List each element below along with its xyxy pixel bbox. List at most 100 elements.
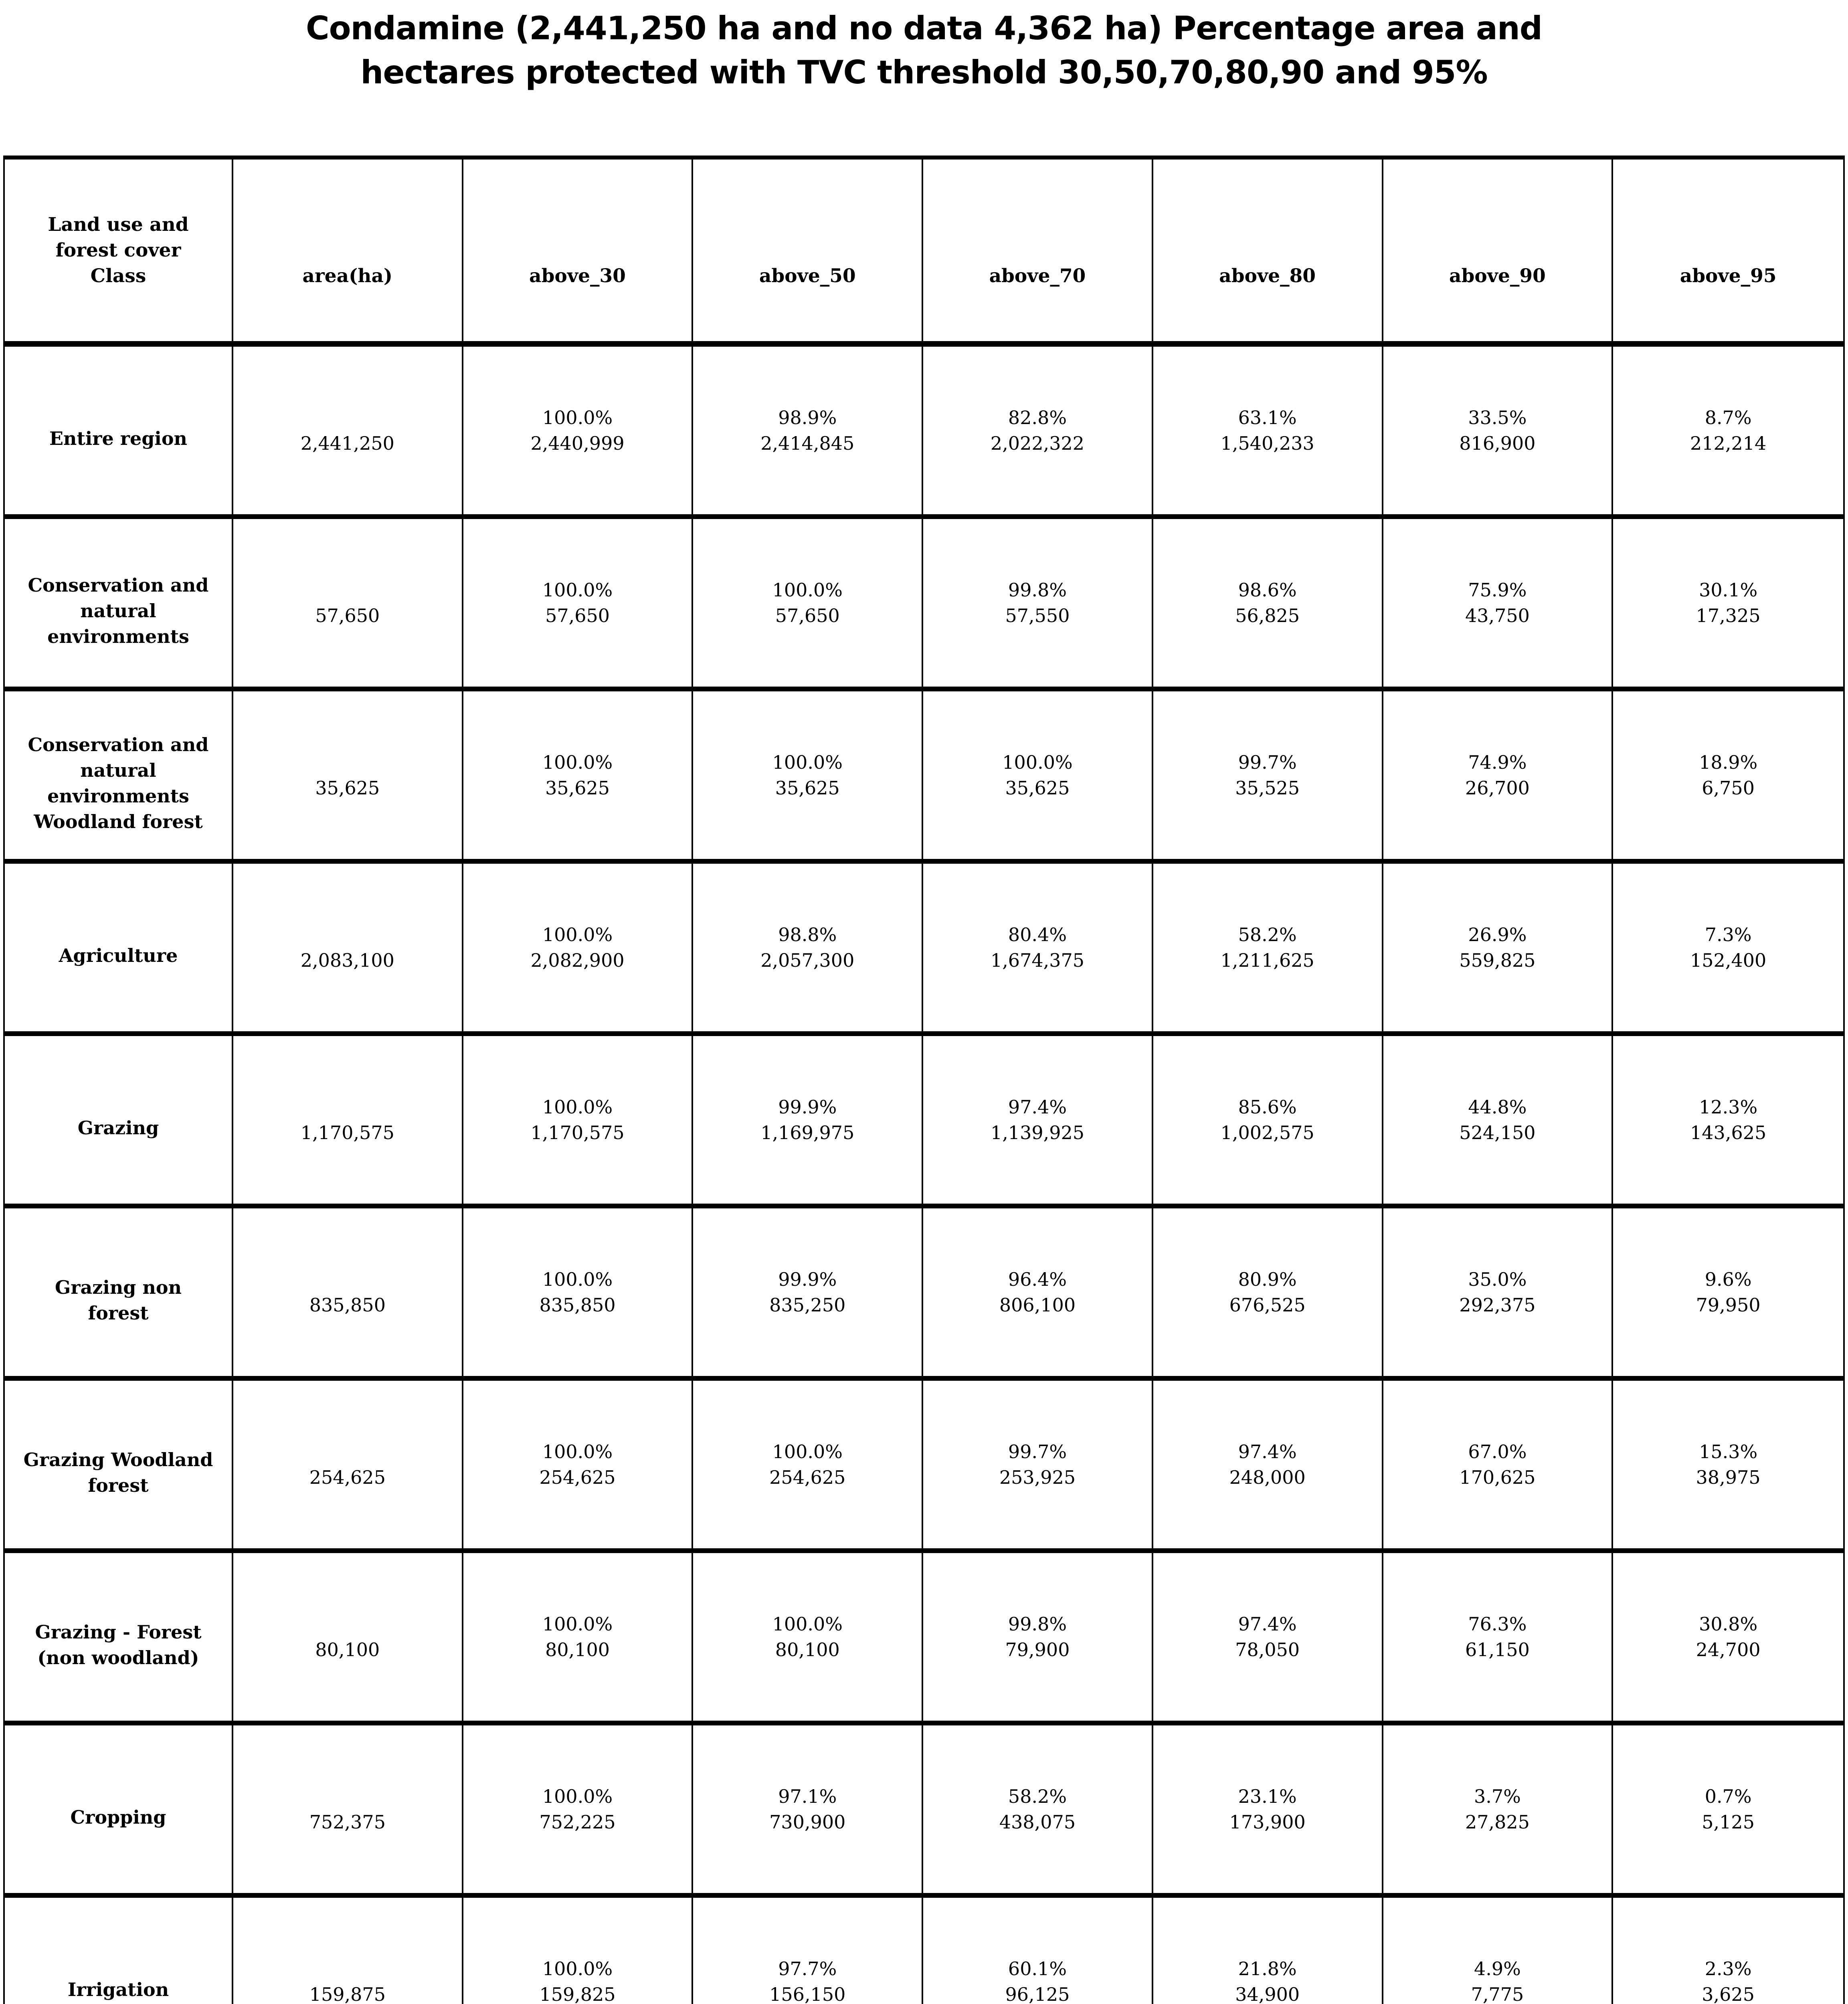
percent-value: 9.6%: [1704, 1269, 1752, 1290]
hectares-value: 835,250: [769, 1294, 846, 1316]
row-label: Grazing Woodland forest: [23, 1449, 213, 1496]
value-cell: 100.0% 35,625: [923, 691, 1153, 859]
percent-value: 30.1%: [1699, 579, 1758, 601]
page-title: Condamine (2,441,250 ha and no data 4,36…: [0, 6, 1848, 95]
hectares-value: 5,125: [1702, 1811, 1755, 1833]
hectares-value: 6,750: [1702, 777, 1755, 799]
value-cell: 97.4% 78,050: [1153, 1553, 1383, 1721]
area-cell: 2,441,250: [233, 347, 463, 514]
percent-value: 100.0%: [1002, 752, 1073, 773]
area-cell: 57,650: [233, 519, 463, 687]
spacer: [344, 238, 351, 263]
hectares-value: 1,540,233: [1220, 432, 1314, 454]
hectares-value: 1,169,975: [760, 1122, 855, 1143]
table-row: Entire region 2,441,250 100.0% 2,440,999 98…: [5, 347, 1843, 519]
percent-value: 100.0%: [772, 1613, 843, 1635]
area-cell: 35,625: [233, 691, 463, 859]
value-cell: 100.0% 57,650: [693, 519, 924, 687]
hectares-value: 2,022,322: [990, 432, 1085, 454]
row-label-cell: Grazing Woodland forest: [5, 1381, 233, 1548]
value-cell: 99.8% 79,900: [923, 1553, 1153, 1721]
percent-value: 98.8%: [778, 924, 837, 945]
area-value: 1,170,575: [300, 1122, 394, 1143]
column-header-label: above_90: [1449, 265, 1546, 287]
hectares-value: 79,950: [1696, 1294, 1761, 1316]
value-cell: 97.7% 156,150: [693, 1898, 924, 2004]
hectares-value: 27,825: [1465, 1811, 1530, 1833]
area-value: 752,375: [309, 1811, 386, 1833]
value-cell: 99.8% 57,550: [923, 519, 1153, 687]
percent-value: 80.9%: [1238, 1269, 1297, 1290]
hectares-value: 1,211,625: [1220, 949, 1314, 971]
spacer: [804, 212, 811, 238]
hectares-value: 56,825: [1235, 605, 1300, 626]
hectares-value: 57,650: [545, 605, 610, 626]
data-table: Land use and forest cover Class area(ha)…: [3, 156, 1845, 2004]
value-cell: 100.0% 752,225: [463, 1725, 694, 1893]
hectares-value: 292,375: [1459, 1294, 1536, 1316]
area-cell: 2,083,100: [233, 864, 463, 1031]
value-cell: 76.3% 61,150: [1383, 1553, 1613, 1721]
value-cell: 100.0% 1,170,575: [463, 1036, 694, 1204]
percent-value: 74.9%: [1468, 752, 1527, 773]
hectares-value: 2,082,900: [530, 949, 625, 971]
hectares-value: 248,000: [1229, 1467, 1306, 1488]
hectares-value: 159,825: [539, 1984, 616, 2004]
percent-value: 30.8%: [1699, 1613, 1758, 1635]
percent-value: 67.0%: [1468, 1441, 1527, 1463]
hectares-value: 806,100: [999, 1294, 1076, 1316]
percent-value: 44.8%: [1468, 1096, 1527, 1118]
value-cell: 7.3% 152,400: [1613, 864, 1843, 1031]
percent-value: 15.3%: [1699, 1441, 1758, 1463]
value-cell: 97.1% 730,900: [693, 1725, 924, 1893]
hectares-value: 43,750: [1465, 605, 1530, 626]
value-cell: 82.8% 2,022,322: [923, 347, 1153, 514]
percent-value: 100.0%: [772, 752, 843, 773]
area-value: 2,083,100: [300, 949, 394, 971]
hectares-value: 2,414,845: [760, 432, 855, 454]
percent-value: 18.9%: [1699, 752, 1758, 773]
value-cell: 99.9% 1,169,975: [693, 1036, 924, 1204]
page-title-line2: hectares protected with TVC threshold 30…: [360, 54, 1488, 91]
spacer: [345, 749, 351, 775]
area-value: 57,650: [315, 605, 380, 626]
hectares-value: 254,625: [769, 1467, 846, 1488]
table-row: Cropping 752,375 100.0% 752,225 97.1% 730,90…: [5, 1725, 1843, 1898]
value-cell: 9.6% 79,950: [1613, 1208, 1843, 1376]
row-label: Irrigation: [67, 1979, 169, 2000]
percent-value: 97.4%: [1008, 1096, 1067, 1118]
spacer: [345, 1267, 351, 1292]
percent-value: 99.8%: [1008, 579, 1067, 601]
hectares-value: 156,150: [769, 1984, 846, 2004]
column-header-label: above_30: [529, 265, 626, 287]
percent-value: 76.3%: [1468, 1613, 1527, 1635]
hectares-value: 1,674,375: [990, 949, 1085, 971]
value-cell: 100.0% 835,850: [463, 1208, 694, 1376]
column-header-above_95: above_95: [1613, 160, 1843, 341]
area-cell: 752,375: [233, 1725, 463, 1893]
value-cell: 4.9% 7,775: [1383, 1898, 1613, 2004]
percent-value: 60.1%: [1008, 1958, 1067, 1980]
area-cell: 1,170,575: [233, 1036, 463, 1204]
spacer: [1264, 238, 1271, 263]
hectares-value: 80,100: [775, 1639, 840, 1661]
percent-value: 85.6%: [1238, 1096, 1297, 1118]
area-cell: 80,100: [233, 1553, 463, 1721]
spacer: [345, 1094, 351, 1120]
percent-value: 58.2%: [1008, 1786, 1067, 1807]
percent-value: 100.0%: [542, 1269, 613, 1290]
value-cell: 98.8% 2,057,300: [693, 864, 924, 1031]
hectares-value: 559,825: [1459, 949, 1536, 971]
hectares-value: 79,900: [1005, 1639, 1070, 1661]
row-label: Conservation and natural environments: [28, 574, 209, 647]
area-cell: 254,625: [233, 1381, 463, 1548]
hectares-value: 438,075: [999, 1811, 1076, 1833]
table-row: Grazing 1,170,575 100.0% 1,170,575 99.9% 1,1…: [5, 1036, 1843, 1208]
hectares-value: 24,700: [1696, 1639, 1761, 1661]
hectares-value: 57,550: [1005, 605, 1070, 626]
hectares-value: 35,625: [1005, 777, 1070, 799]
table-row: Grazing non forest 835,850 100.0% 835,850 9…: [5, 1208, 1843, 1381]
spacer: [345, 1784, 351, 1809]
value-cell: 80.4% 1,674,375: [923, 864, 1153, 1031]
hectares-value: 676,525: [1229, 1294, 1306, 1316]
